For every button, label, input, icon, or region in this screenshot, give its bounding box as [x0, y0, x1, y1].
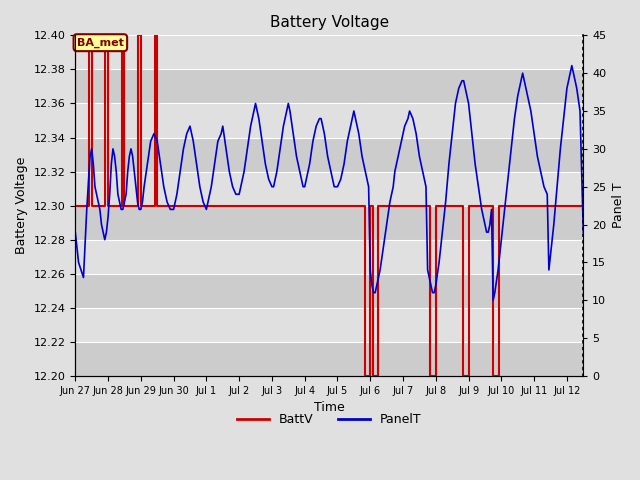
Bar: [76, 137, 583, 171]
X-axis label: Time: Time: [314, 401, 345, 414]
Legend: BattV, PanelT: BattV, PanelT: [232, 408, 426, 431]
Bar: [76, 70, 583, 104]
Text: BA_met: BA_met: [77, 37, 124, 48]
Bar: [76, 274, 583, 308]
Y-axis label: Battery Voltage: Battery Voltage: [15, 157, 28, 254]
Title: Battery Voltage: Battery Voltage: [269, 15, 389, 30]
Bar: [76, 205, 583, 240]
Bar: [76, 342, 583, 376]
Y-axis label: Panel T: Panel T: [612, 183, 625, 228]
